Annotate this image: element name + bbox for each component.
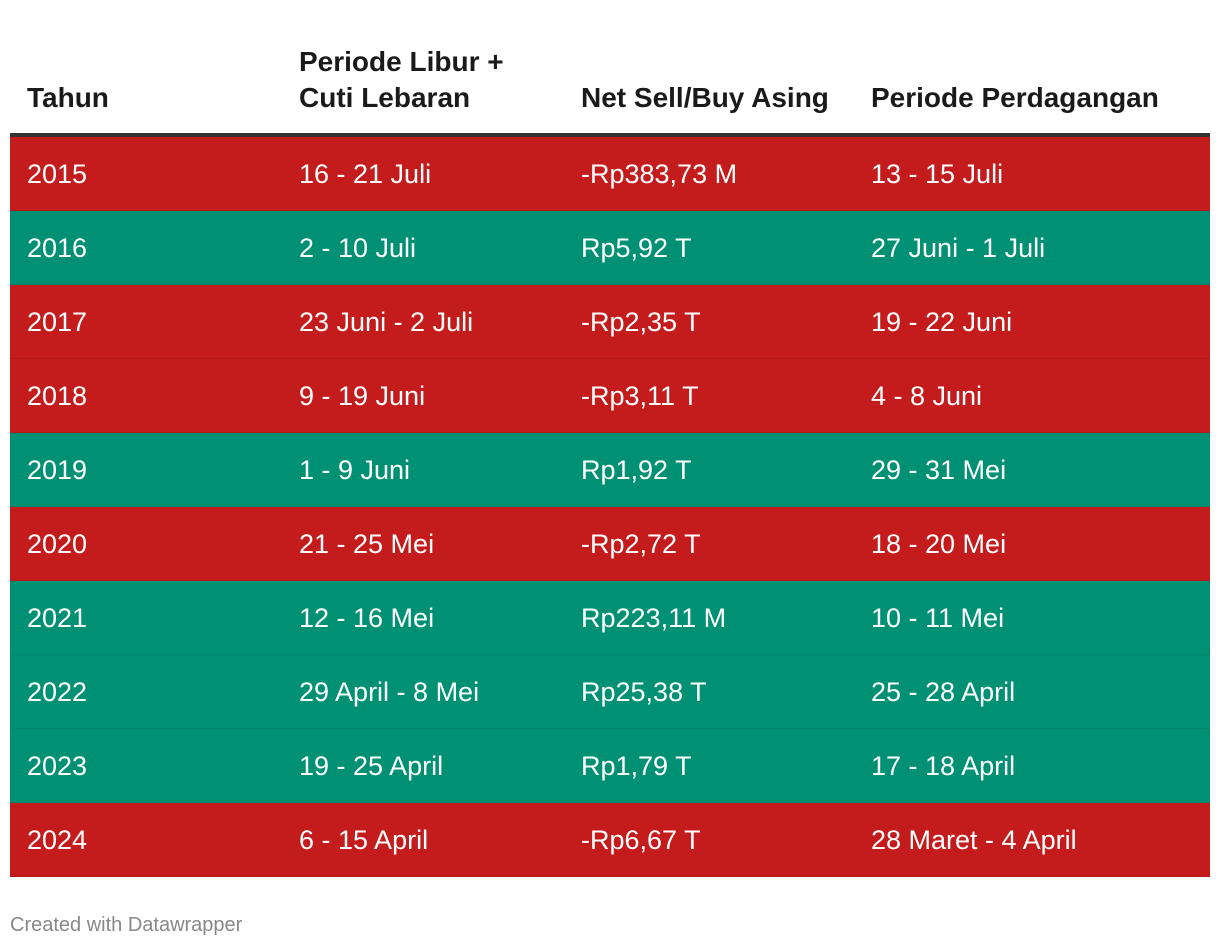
cell-net-sell-buy: Rp1,92 T — [581, 455, 692, 485]
cell-tahun: 2016 — [27, 233, 88, 263]
cell-tahun: 2018 — [27, 381, 88, 411]
cell-periode-libur: 1 - 9 Juni — [299, 455, 411, 485]
cell-periode-libur: 6 - 15 April — [299, 825, 429, 855]
table-row: 2015 16 - 21 Juli -Rp383,73 M 13 - 15 Juli — [10, 137, 1210, 211]
cell-periode-perdagangan: 27 Juni - 1 Juli — [871, 233, 1046, 263]
header-tahun: Tahun — [27, 82, 109, 113]
cell-periode-perdagangan: 28 Maret - 4 April — [871, 825, 1077, 855]
cell-tahun: 2022 — [27, 677, 88, 707]
table-row: 2020 21 - 25 Mei -Rp2,72 T 18 - 20 Mei — [10, 507, 1210, 581]
cell-periode-perdagangan: 17 - 18 April — [871, 751, 1016, 781]
header-net-sell-buy: Net Sell/Buy Asing — [581, 82, 829, 113]
cell-net-sell-buy: -Rp383,73 M — [581, 159, 738, 189]
cell-tahun: 2015 — [27, 159, 88, 189]
cell-net-sell-buy: -Rp2,35 T — [581, 307, 701, 337]
cell-net-sell-buy: Rp5,92 T — [581, 233, 692, 263]
table-row: 2017 23 Juni - 2 Juli -Rp2,35 T 19 - 22 Jun… — [10, 285, 1210, 359]
cell-periode-libur: 21 - 25 Mei — [299, 529, 435, 559]
data-table: Tahun Periode Libur + Cuti Lebaran Net S… — [10, 0, 1210, 877]
cell-periode-libur: 29 April - 8 Mei — [299, 677, 480, 707]
table-row: 2024 6 - 15 April -Rp6,67 T 28 Maret - 4 Ap… — [10, 803, 1210, 877]
table-header: Tahun Periode Libur + Cuti Lebaran Net S… — [10, 0, 1210, 137]
cell-periode-perdagangan: 19 - 22 Juni — [871, 307, 1013, 337]
table-row: 2018 9 - 19 Juni -Rp3,11 T 4 - 8 Juni — [10, 359, 1210, 433]
cell-net-sell-buy: Rp223,11 M — [581, 603, 727, 633]
cell-tahun: 2017 — [27, 307, 88, 337]
cell-periode-libur: 16 - 21 Juli — [299, 159, 432, 189]
cell-tahun: 2020 — [27, 529, 88, 559]
cell-net-sell-buy: -Rp2,72 T — [581, 529, 701, 559]
cell-periode-perdagangan: 13 - 15 Juli — [871, 159, 1004, 189]
header-periode-libur: Periode Libur + Cuti Lebaran — [299, 46, 504, 113]
cell-tahun: 2024 — [27, 825, 88, 855]
cell-net-sell-buy: Rp25,38 T — [581, 677, 707, 707]
header-periode-perdagangan: Periode Perdagangan — [871, 82, 1159, 113]
cell-periode-perdagangan: 25 - 28 April — [871, 677, 1016, 707]
cell-net-sell-buy: -Rp3,11 T — [581, 381, 699, 411]
cell-net-sell-buy: -Rp6,67 T — [581, 825, 701, 855]
datawrapper-credit: Created with Datawrapper — [10, 914, 243, 936]
cell-net-sell-buy: Rp1,79 T — [581, 751, 692, 781]
table-row: 2022 29 April - 8 Mei Rp25,38 T 25 - 28 Apr… — [10, 655, 1210, 729]
table-row: 2021 12 - 16 Mei Rp223,11 M 10 - 11 Mei — [10, 581, 1210, 655]
cell-periode-libur: 23 Juni - 2 Juli — [299, 307, 474, 337]
table-row: 2023 19 - 25 April Rp1,79 T 17 - 18 April — [10, 729, 1210, 803]
table-body: 2015 16 - 21 Juli -Rp383,73 M 13 - 15 Juli 2… — [10, 137, 1210, 877]
cell-periode-perdagangan: 29 - 31 Mei — [871, 455, 1007, 485]
cell-tahun: 2019 — [27, 455, 88, 485]
cell-tahun: 2021 — [27, 603, 88, 633]
table-row: 2019 1 - 9 Juni Rp1,92 T 29 - 31 Mei — [10, 433, 1210, 507]
cell-periode-libur: 19 - 25 April — [299, 751, 444, 781]
cell-periode-perdagangan: 10 - 11 Mei — [871, 603, 1005, 633]
cell-periode-perdagangan: 18 - 20 Mei — [871, 529, 1007, 559]
cell-tahun: 2023 — [27, 751, 88, 781]
table-row: 2016 2 - 10 Juli Rp5,92 T 27 Juni - 1 Juli — [10, 211, 1210, 285]
cell-periode-libur: 9 - 19 Juni — [299, 381, 426, 411]
cell-periode-libur: 12 - 16 Mei — [299, 603, 435, 633]
cell-periode-perdagangan: 4 - 8 Juni — [871, 381, 983, 411]
cell-periode-libur: 2 - 10 Juli — [299, 233, 417, 263]
